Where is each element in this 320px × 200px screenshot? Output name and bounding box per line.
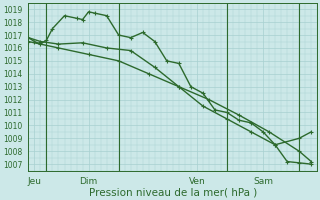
X-axis label: Pression niveau de la mer( hPa ): Pression niveau de la mer( hPa ) [89, 187, 257, 197]
